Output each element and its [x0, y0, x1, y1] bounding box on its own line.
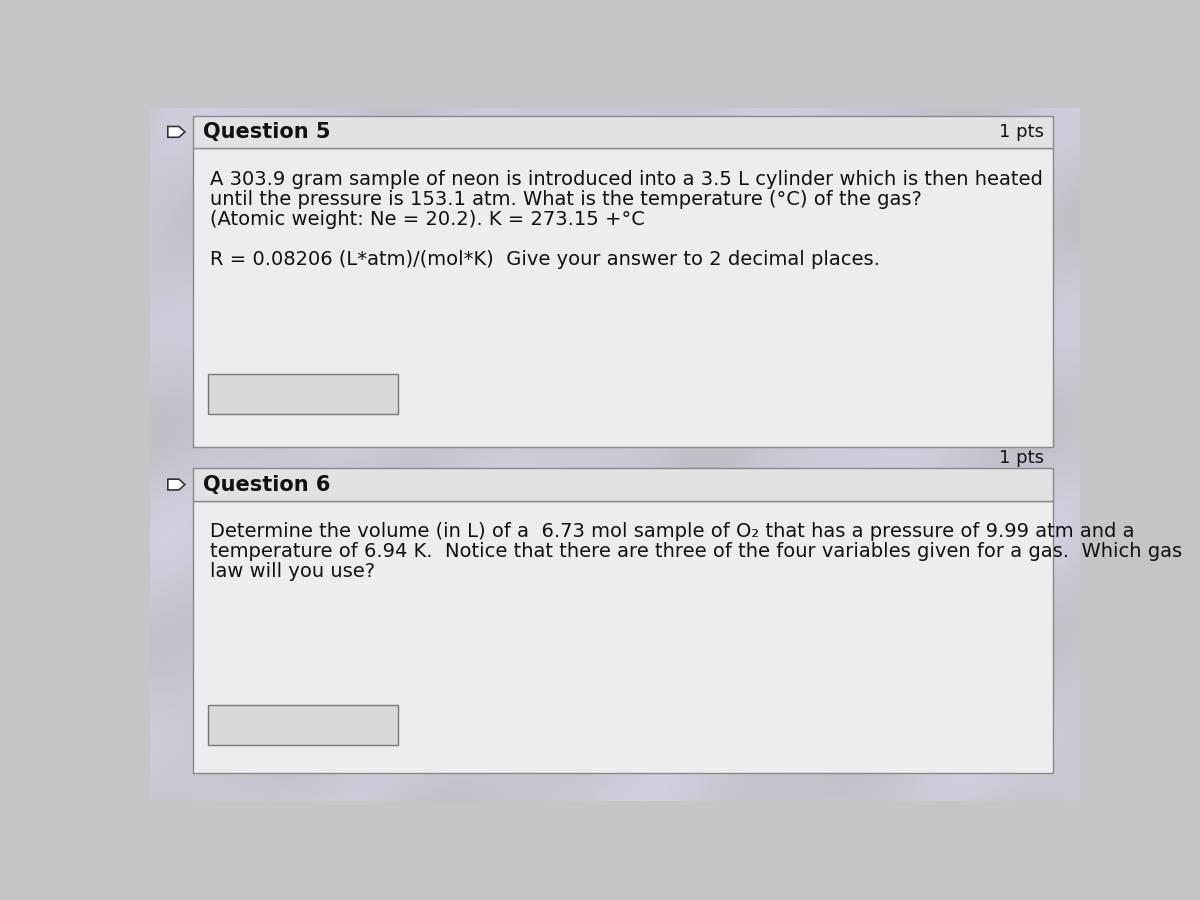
FancyBboxPatch shape	[193, 116, 1052, 148]
Text: Determine the volume (in L) of a  6.73 mol sample of O₂ that has a pressure of 9: Determine the volume (in L) of a 6.73 mo…	[210, 522, 1134, 541]
FancyBboxPatch shape	[193, 148, 1052, 446]
Text: Question 5: Question 5	[204, 122, 331, 142]
FancyBboxPatch shape	[193, 500, 1052, 772]
Text: law will you use?: law will you use?	[210, 562, 374, 581]
Polygon shape	[168, 127, 185, 138]
Text: 1 pts: 1 pts	[998, 448, 1044, 466]
FancyBboxPatch shape	[208, 374, 398, 414]
Text: 1 pts: 1 pts	[998, 123, 1044, 141]
FancyBboxPatch shape	[193, 468, 1052, 500]
FancyBboxPatch shape	[208, 705, 398, 745]
Text: Question 6: Question 6	[204, 474, 331, 494]
Text: temperature of 6.94 K.  Notice that there are three of the four variables given : temperature of 6.94 K. Notice that there…	[210, 543, 1182, 562]
Text: R = 0.08206 (L*atm)/(mol*K)  Give your answer to 2 decimal places.: R = 0.08206 (L*atm)/(mol*K) Give your an…	[210, 249, 880, 269]
Text: until the pressure is 153.1 atm. What is the temperature (°C) of the gas?: until the pressure is 153.1 atm. What is…	[210, 190, 922, 209]
Polygon shape	[168, 479, 185, 490]
Text: A 303.9 gram sample of neon is introduced into a 3.5 L cylinder which is then he: A 303.9 gram sample of neon is introduce…	[210, 169, 1043, 189]
Text: (Atomic weight: Ne = 20.2). K = 273.15 +°C: (Atomic weight: Ne = 20.2). K = 273.15 +…	[210, 210, 644, 229]
